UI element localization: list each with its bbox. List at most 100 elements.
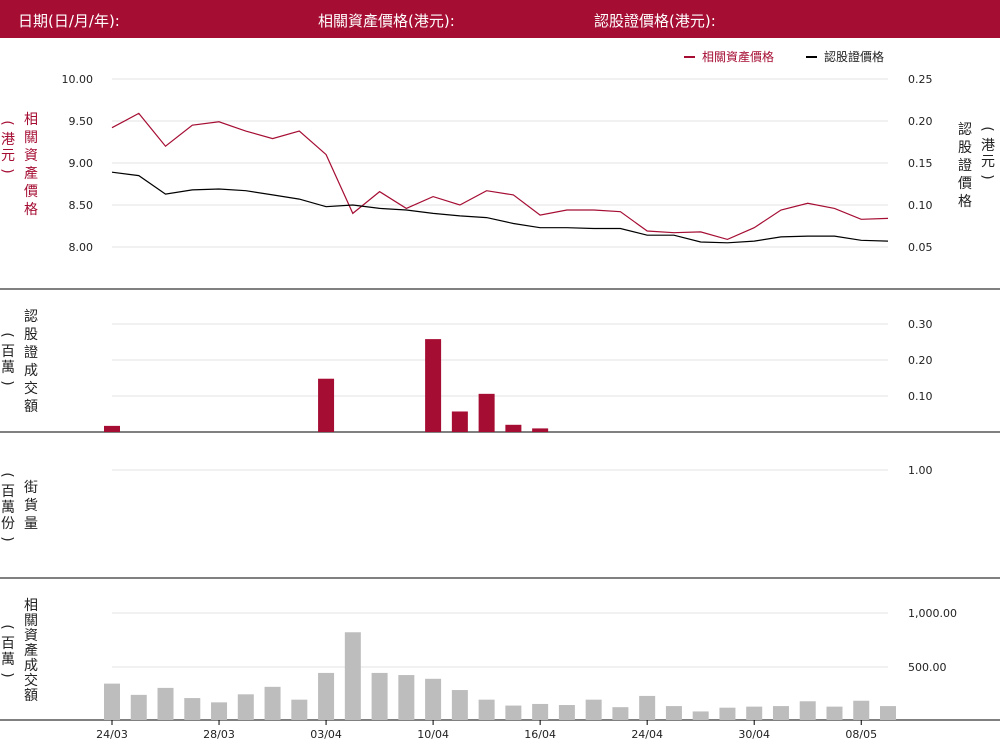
left-tick-label: 9.00 xyxy=(69,157,94,170)
vertical-axis-labels: (港元)相關資產價格認股證價格(港元)(百萬)認股證成交額(百萬份)街貨量(百萬… xyxy=(0,112,995,704)
x-tick-label: 08/05 xyxy=(845,728,877,741)
left-axis-unit-glyph: 港 xyxy=(1,132,15,148)
x-tick-label: 10/04 xyxy=(417,728,449,741)
underlying-price-line xyxy=(111,112,889,241)
turnover-unit-glyph: ( xyxy=(0,332,15,337)
left-axis-label-glyph: 價 xyxy=(24,183,38,200)
left-axis-label-glyph: 資 xyxy=(24,148,38,164)
underlying-turnover-bar xyxy=(478,699,495,720)
underlying-turnover-bar xyxy=(237,694,254,720)
outstanding-label-glyph: 街 xyxy=(24,480,38,496)
underlying-turnover-bar xyxy=(746,706,763,720)
underlying-turnover-bar xyxy=(184,698,201,720)
underlying-turnover-bar xyxy=(719,707,736,720)
underlying-turnover-bar xyxy=(451,690,468,720)
outstanding-tick-label: 1.00 xyxy=(908,464,933,477)
underlying-turnover-bar xyxy=(398,675,415,720)
x-tick-label: 24/04 xyxy=(631,728,663,741)
outstanding-unit-glyph: ( xyxy=(0,472,15,477)
x-tick-label: 03/04 xyxy=(310,728,342,741)
turnover-tick-label: 0.10 xyxy=(908,390,933,403)
left-axis-unit-glyph: ) xyxy=(0,168,15,173)
underlying-turnover-bar xyxy=(318,672,335,720)
warrant-turnover-bar xyxy=(505,424,522,432)
warrant-turnover-bar xyxy=(318,378,335,432)
right-axis-unit-glyph: ) xyxy=(979,174,995,179)
underlying-turnover-bar xyxy=(157,687,174,720)
warrant-turnover-bar xyxy=(451,411,468,432)
underlying-turnover-tick-label: 1,000.00 xyxy=(908,607,957,620)
price-lines xyxy=(111,112,889,244)
underlying-turnover-bar xyxy=(505,705,522,720)
legend: 相關資產價格 認股證價格 xyxy=(684,49,884,64)
outstanding-label-glyph: 貨 xyxy=(24,497,38,514)
x-tick-label: 16/04 xyxy=(524,728,556,741)
legend-underlying: 相關資產價格 xyxy=(702,49,774,64)
underlying-turnover-unit-glyph: 百 xyxy=(1,636,15,652)
left-axis-unit: ( 港元) xyxy=(0,120,15,173)
right-axis-label-glyph: 價 xyxy=(958,175,972,192)
underlying-turnover-bar xyxy=(585,699,602,720)
left-axis-label: 相關資產價格 xyxy=(24,112,38,218)
underlying-turnover-bar xyxy=(425,678,442,720)
underlying-turnover-bar xyxy=(853,700,870,720)
right-axis-label-glyph: 認 xyxy=(958,122,972,138)
underlying-turnover-label-glyph: 資 xyxy=(24,628,38,644)
left-axis-unit-glyph: 元 xyxy=(1,148,15,164)
turnover-label-glyph: 證 xyxy=(24,344,38,361)
turnover-unit-glyph: 萬 xyxy=(1,360,15,376)
axis-tick-labels: 10.00 9.50 9.00 8.50 8.00 0.25 0.20 0.15 0.10 0.0… xyxy=(62,73,957,674)
right-tick-label: 0.20 xyxy=(908,115,933,128)
left-axis-label-glyph: 產 xyxy=(24,165,38,182)
right-tick-label: 0.05 xyxy=(908,241,933,254)
outstanding-unit-glyph: ) xyxy=(0,536,15,541)
underlying-turnover-label-glyph: 額 xyxy=(24,688,38,704)
underlying-turnover-bar xyxy=(880,706,896,720)
underlying-turnover-bar xyxy=(612,707,629,720)
underlying-turnover-label-glyph: 交 xyxy=(24,672,38,689)
underlying-price-label: 相關資產價格(港元): xyxy=(318,12,455,30)
turnover-tick-label: 0.20 xyxy=(908,354,933,367)
turnover-label-glyph: 認 xyxy=(24,309,38,325)
x-tick-label: 24/03 xyxy=(96,728,128,741)
page-header: 日期(日/月/年): 相關資產價格(港元): 認股證價格(港元): xyxy=(0,0,1000,38)
left-axis-label-glyph: 相 xyxy=(24,112,38,128)
outstanding-label: 街貨量 xyxy=(24,480,38,532)
right-axis-label-glyph: 股 xyxy=(958,140,972,156)
left-axis-unit-glyph: ( xyxy=(0,120,15,125)
warrant-turnover-bar xyxy=(478,393,495,432)
left-tick-label: 8.50 xyxy=(69,199,94,212)
right-axis-unit: ( 港元) xyxy=(979,126,995,179)
turnover-unit-glyph: ) xyxy=(0,380,15,385)
turnover-label-glyph: 交 xyxy=(24,380,38,397)
right-axis-label-glyph: 證 xyxy=(958,157,972,174)
underlying-turnover-unit: (百萬) xyxy=(0,624,15,677)
bars xyxy=(104,339,896,720)
warrant-turnover-bar xyxy=(532,428,549,432)
outstanding-unit-glyph: 百 xyxy=(1,484,15,500)
outstanding-label-glyph: 量 xyxy=(24,516,38,532)
left-tick-label: 10.00 xyxy=(62,73,94,86)
left-tick-label: 9.50 xyxy=(69,115,94,128)
right-tick-label: 0.25 xyxy=(908,73,933,86)
right-tick-label: 0.10 xyxy=(908,199,933,212)
underlying-turnover-bar xyxy=(639,695,656,720)
underlying-turnover-bar xyxy=(344,632,361,720)
right-axis-unit-glyph: ( xyxy=(979,126,995,131)
turnover-tick-label: 0.30 xyxy=(908,318,933,331)
underlying-turnover-bar xyxy=(826,706,843,720)
right-axis-unit-glyph: 元 xyxy=(981,154,995,170)
underlying-turnover-bar xyxy=(264,686,281,720)
x-tick-label: 30/04 xyxy=(738,728,770,741)
underlying-turnover-label-glyph: 關 xyxy=(24,613,38,629)
underlying-turnover-unit-glyph: ) xyxy=(0,672,15,677)
underlying-turnover-bar xyxy=(291,699,308,720)
underlying-turnover-label-glyph: 成 xyxy=(24,658,38,674)
date-label: 日期(日/月/年): xyxy=(18,12,120,30)
right-axis-label-glyph: 格 xyxy=(958,194,972,210)
x-axis-tick-labels: 24/03 28/03 03/04 10/04 16/04 24/04 30/04 08/05 xyxy=(96,720,877,741)
right-axis-unit-glyph: 港 xyxy=(981,138,995,154)
underlying-turnover-bar xyxy=(692,711,709,720)
underlying-turnover-bar xyxy=(665,706,682,720)
turnover-unit: (百萬) xyxy=(0,332,15,385)
